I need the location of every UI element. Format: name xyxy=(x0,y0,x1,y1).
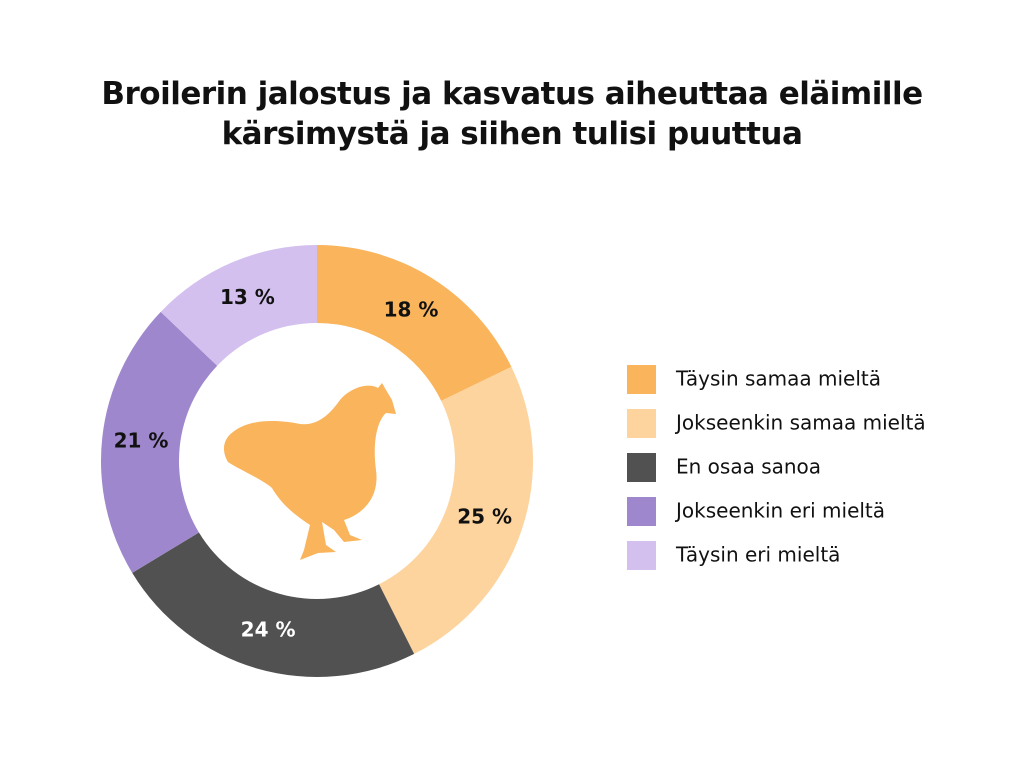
legend-swatch xyxy=(627,409,656,438)
legend-label: En osaa sanoa xyxy=(676,455,821,479)
value-label: 21 % xyxy=(114,428,169,452)
chicken-icon xyxy=(223,383,396,560)
value-label: 18 % xyxy=(384,298,439,322)
donut-segment xyxy=(379,366,533,654)
legend-swatch xyxy=(627,453,656,482)
chart-title: Broilerin jalostus ja kasvatus aiheuttaa… xyxy=(101,76,923,152)
legend-label: Täysin samaa mieltä xyxy=(675,367,881,391)
legend-label: Jokseenkin samaa mieltä xyxy=(674,411,926,435)
legend-label: Täysin eri mieltä xyxy=(675,543,840,567)
legend-label: Jokseenkin eri mieltä xyxy=(674,499,885,523)
value-label: 25 % xyxy=(457,504,512,528)
donut-segment xyxy=(160,245,317,366)
value-label: 24 % xyxy=(241,618,296,642)
donut-segment xyxy=(317,245,512,401)
legend-swatch xyxy=(627,497,656,526)
legend-swatch xyxy=(627,541,656,570)
donut-segment xyxy=(100,311,218,573)
legend-swatch xyxy=(627,365,656,394)
donut-segment xyxy=(132,532,415,677)
value-label: 13 % xyxy=(220,285,275,309)
